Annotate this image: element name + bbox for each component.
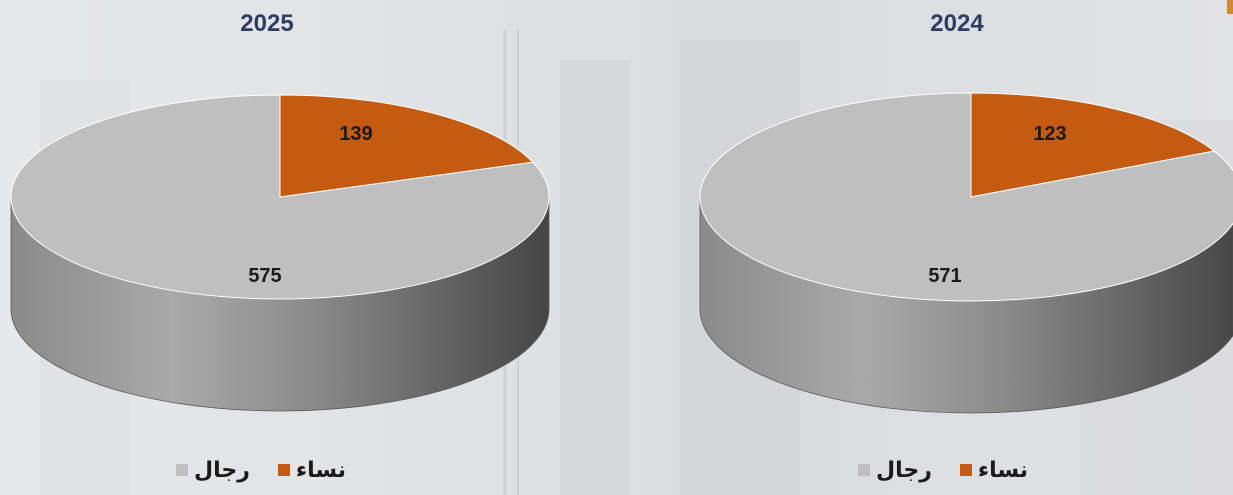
legend-2025: رجال نساء xyxy=(176,452,346,488)
legend-swatch-men xyxy=(858,464,870,476)
legend-label-women: نساء xyxy=(295,457,347,483)
legend-label-men: رجال xyxy=(194,457,250,483)
legend-label-women: نساء xyxy=(977,457,1029,483)
legend-swatch-women xyxy=(959,464,972,476)
pie-slice-men xyxy=(10,94,550,300)
pie-slice-women xyxy=(279,94,534,198)
legend-label-men: رجال xyxy=(876,457,932,483)
chart-title: 2025 xyxy=(240,10,293,37)
data-label-men: 571 xyxy=(928,265,961,287)
pie-slice-men xyxy=(699,92,1233,302)
legend-item-men: رجال xyxy=(176,458,250,483)
pie-chart-2025: 2025 139 575 xyxy=(10,10,550,412)
legend-swatch-men xyxy=(176,464,188,476)
data-label-women: 139 xyxy=(339,123,372,145)
legend-item-men: رجال xyxy=(858,458,932,483)
data-label-men: 575 xyxy=(248,265,281,287)
legend-item-women: نساء xyxy=(277,457,347,483)
legend-swatch-women xyxy=(277,464,290,476)
legend-2024: رجال نساء xyxy=(858,452,1028,488)
pie-slice-women xyxy=(970,92,1216,198)
corner-accent-mark xyxy=(1227,0,1233,14)
pie-chart-2024: 2024 123 571 xyxy=(699,10,1233,414)
legend-item-women: نساء xyxy=(959,457,1029,483)
chart-title: 2024 xyxy=(930,10,984,37)
data-label-women: 123 xyxy=(1033,123,1066,145)
